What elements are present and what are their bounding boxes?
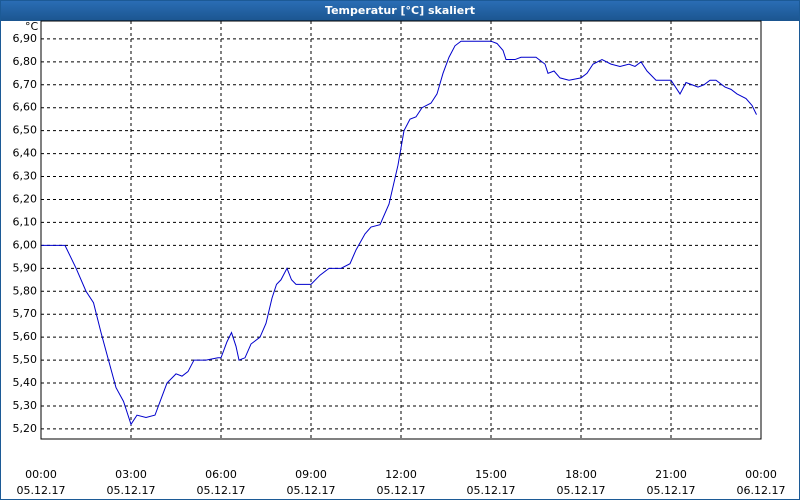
x-tick-label: 03:00 05.12.17: [106, 468, 156, 497]
y-tick-label: 6,40: [13, 147, 38, 160]
y-tick-label: 5,50: [13, 353, 38, 366]
y-tick-label: 5,30: [13, 399, 38, 412]
y-tick-label: 6,10: [13, 215, 38, 228]
y-tick-label: 5,90: [13, 261, 38, 274]
plot-border: [40, 20, 762, 440]
y-tick-label: 6,90: [13, 32, 38, 45]
x-tick-label: 21:00 05.12.17: [646, 468, 696, 497]
title-bar: Temperatur [°C] skaliert: [1, 1, 799, 21]
y-tick-label: 6,70: [13, 78, 38, 91]
y-tick-label: 6,60: [13, 101, 38, 114]
x-tick-label: 09:00 05.12.17: [286, 468, 336, 497]
y-tick-label: 5,80: [13, 284, 38, 297]
y-tick-label: 5,60: [13, 330, 38, 343]
x-tick-label: 18:00 05.12.17: [556, 468, 606, 497]
x-tick-label: 06:00 05.12.17: [196, 468, 246, 497]
y-tick-label: 5,20: [13, 422, 38, 435]
x-tick-label: 15:00 05.12.17: [466, 468, 516, 497]
y-tick-label: 6,30: [13, 170, 38, 183]
chart: °C 5,20 5,30 5,40 5,50 5,60 5,70 5,80 5,90 6,00 6…: [13, 20, 762, 440]
y-tick-label: 6,00: [13, 238, 38, 251]
x-tick-label: 00:00 06.12.17: [736, 468, 786, 497]
x-tick-label: 12:00 05.12.17: [376, 468, 426, 497]
y-tick-label: 5,70: [13, 307, 38, 320]
y-tick-label: 6,80: [13, 55, 38, 68]
y-tick-label: 5,40: [13, 376, 38, 389]
x-tick-label: 00:00 05.12.17: [16, 468, 66, 497]
line: [41, 40, 757, 426]
y-tick-label: 6,20: [13, 192, 38, 205]
y-unit-label: °C: [25, 20, 39, 33]
y-tick-label: 6,50: [13, 124, 38, 137]
